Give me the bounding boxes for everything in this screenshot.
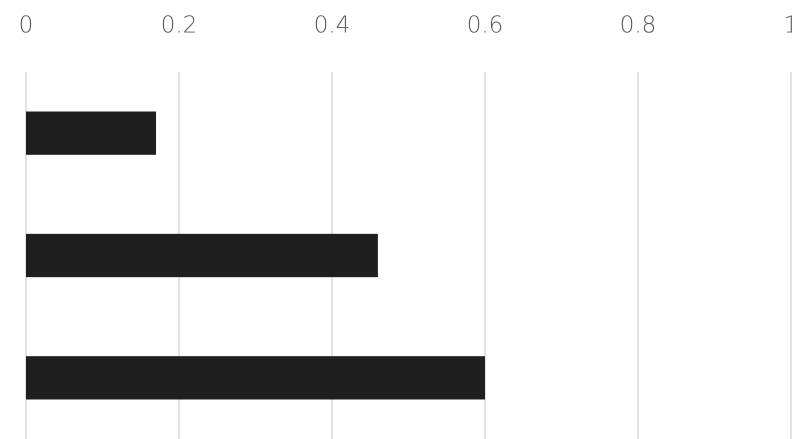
x-tick-label: 0.2 bbox=[161, 13, 198, 39]
bar bbox=[26, 111, 157, 155]
bar bbox=[26, 356, 485, 400]
x-tick-label: 0.6 bbox=[467, 13, 504, 39]
bar bbox=[26, 233, 378, 278]
x-tick-label: 0 bbox=[19, 13, 34, 39]
x-tick-label: 1 bbox=[784, 13, 792, 39]
x-tick-label: 0.4 bbox=[314, 13, 351, 39]
x-tick-label: 0.8 bbox=[620, 13, 657, 39]
